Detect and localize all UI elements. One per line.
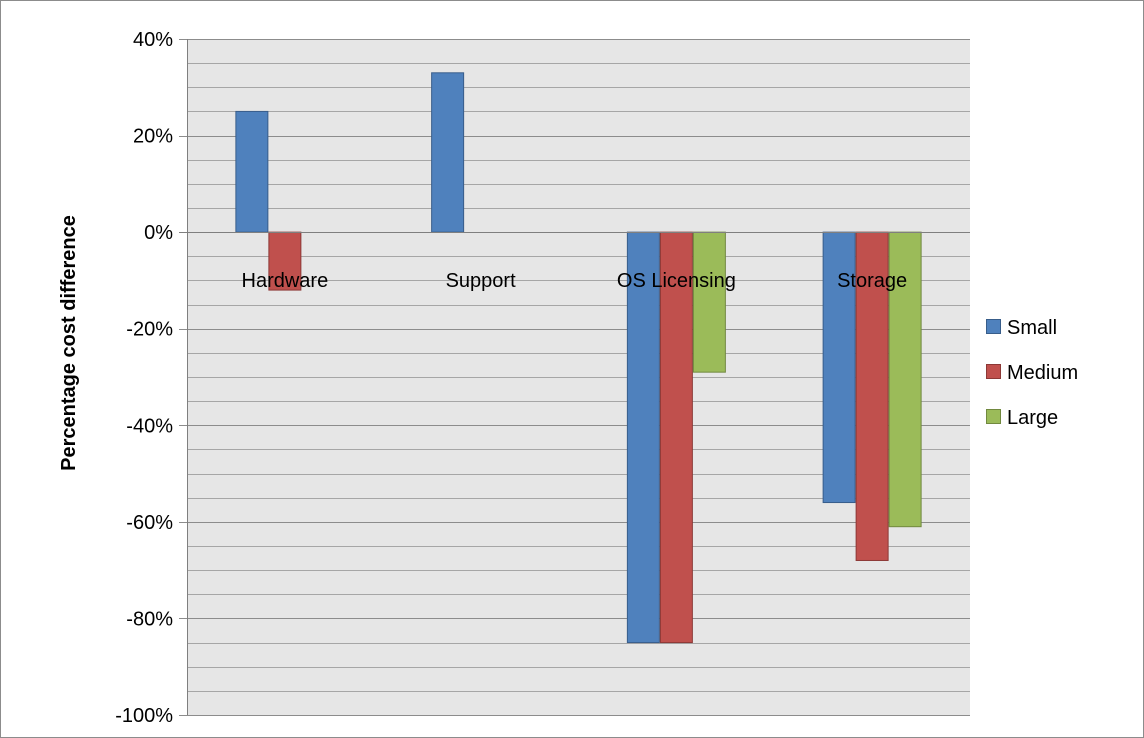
y-tick-label: 0% [144,222,173,244]
bar-large-storage [888,231,922,528]
y-axis-title: Percentage cost difference [58,215,80,471]
legend-swatch-medium [986,364,1001,379]
bar-medium-hardware [268,231,302,291]
legend-swatch-large [986,409,1001,424]
y-tick-label: -80% [126,608,173,630]
y-tick-label: -60% [126,512,173,534]
y-tick-label: -100% [115,705,173,727]
bar-small-storage [822,231,856,504]
y-axis-ticks: 40% 20% 0% -20% -40% -60% -80% -100% [115,29,173,727]
bar-small-os-licensing [626,231,660,644]
y-tick-label: -40% [126,415,173,437]
bar-small-support [431,72,465,233]
bar-medium-storage [855,231,889,561]
legend: Small Medium Large [986,317,1078,429]
legend-label-small: Small [1007,317,1057,339]
bar-small-hardware [235,110,269,233]
legend-label-large: Large [1007,407,1058,429]
y-tick-label: 20% [133,126,173,148]
bar-medium-os-licensing [659,231,693,644]
bars [235,72,922,644]
y-tick-label: 40% [133,29,173,51]
category-labels: Hardware Support OS Licensing Storage [242,270,908,292]
bar-large-os-licensing [692,231,726,373]
legend-label-medium: Medium [1007,362,1078,384]
category-label: OS Licensing [617,270,736,292]
category-label: Support [446,270,516,292]
category-label: Storage [837,270,907,292]
category-label: Hardware [242,270,329,292]
legend-swatch-small [986,319,1001,334]
y-tick-label: -20% [126,319,173,341]
